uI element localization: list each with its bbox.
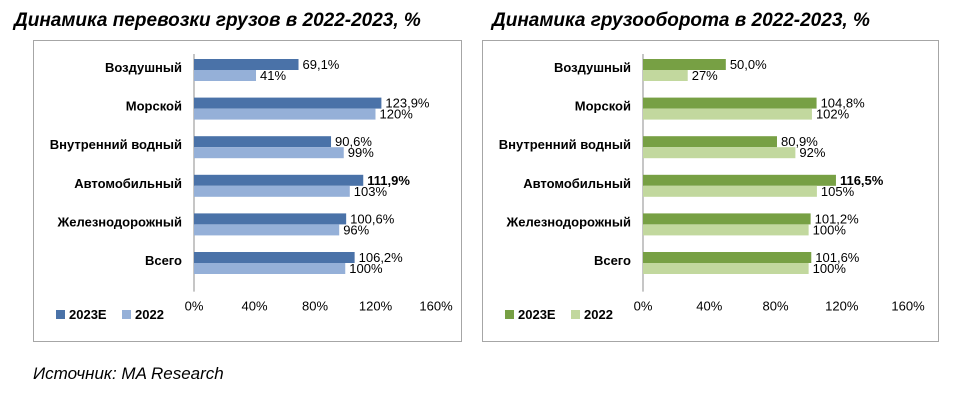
legend-swatch (122, 310, 131, 319)
data-label: 100,6% (350, 211, 395, 226)
bar-series1 (194, 97, 382, 109)
chart-transport: Воздушный 69,1% 41% Морской 123,9% 120% Внутре… (33, 40, 462, 342)
tick-label: 120% (359, 299, 393, 314)
bar-series1 (643, 59, 726, 70)
category-label: Внутренний водный (499, 137, 631, 152)
data-label: 100% (813, 222, 847, 237)
bar-series2 (194, 224, 340, 236)
bar-series2 (194, 263, 346, 274)
chart-turnover-svg: Воздушный 50,0% 27% Морской 104,8%102% Внутре… (499, 54, 925, 322)
bar-series1 (194, 59, 299, 70)
legend-label: 2022 (135, 307, 164, 322)
bar-series2 (643, 263, 809, 274)
data-label: 100% (349, 261, 383, 276)
data-label: 99% (348, 145, 374, 160)
data-label: 80,9% (781, 134, 818, 149)
bar-series1 (194, 174, 364, 186)
tick-label: 0% (185, 299, 204, 314)
data-label: 106,2% (359, 250, 404, 265)
data-label: 96% (343, 222, 369, 237)
category-label: Внутренний водный (50, 137, 182, 152)
bar-series2 (643, 108, 812, 120)
source-note: Источник: MA Research (33, 364, 224, 383)
bar-series2 (194, 70, 257, 81)
category-label: Всего (594, 253, 631, 268)
legend-swatch (56, 310, 65, 319)
data-label: 101,6% (815, 250, 860, 265)
tick-label: 0% (634, 299, 653, 314)
legend-swatch (571, 310, 580, 319)
data-label: 111,9% (367, 173, 410, 188)
data-label: 90,6% (335, 134, 372, 149)
bar-series1 (643, 136, 777, 148)
bar-series1 (194, 213, 347, 225)
category-label: Железнодорожный (506, 214, 631, 229)
data-label: 104,8% (821, 96, 866, 111)
data-label: 116,5% (840, 173, 884, 188)
bar-series2 (643, 70, 688, 81)
bar-series1 (643, 213, 811, 225)
legend-swatch (505, 310, 514, 319)
bar-series1 (194, 252, 355, 263)
data-label: 41% (260, 68, 286, 83)
bar-series2 (643, 224, 809, 236)
category-label: Железнодорожный (57, 214, 182, 229)
bar-series2 (194, 185, 350, 197)
data-label: 105% (821, 184, 855, 199)
chart-turnover: Воздушный 50,0% 27% Морской 104,8% 102% Внутре… (482, 40, 939, 342)
tick-label: 40% (696, 299, 722, 314)
category-label: Автомобильный (523, 176, 631, 191)
chart-title-transport: Динамика перевозки грузов в 2022-2023, % (14, 10, 421, 31)
tick-label: 80% (302, 299, 328, 314)
bar-series2 (194, 108, 376, 120)
bar-series1 (194, 136, 332, 148)
chart-transport-svg: Воздушный 69,1%41%Морской 123,9%120%Внутре… (50, 54, 453, 322)
category-label: Морской (126, 99, 182, 114)
category-label: Всего (145, 253, 182, 268)
data-label: 103% (354, 184, 388, 199)
category-label: Морской (575, 99, 631, 114)
data-label: 123,9% (385, 96, 430, 111)
category-label: Воздушный (554, 60, 631, 75)
category-label: Воздушный (105, 60, 182, 75)
legend-label: 2023Е (69, 307, 107, 322)
chart-title-turnover: Динамика грузооборота в 2022-2023, % (492, 10, 870, 31)
data-label: 120% (380, 107, 414, 122)
legend-label: 2023Е (518, 307, 556, 322)
data-label: 50,0% (730, 57, 767, 72)
tick-label: 120% (825, 299, 859, 314)
data-label: 92% (799, 145, 825, 160)
tick-label: 160% (891, 299, 925, 314)
tick-label: 40% (241, 299, 267, 314)
data-label: 101,2% (815, 211, 860, 226)
data-label: 100% (813, 261, 847, 276)
legend-label: 2022 (584, 307, 613, 322)
bar-series1 (643, 252, 812, 263)
tick-label: 160% (419, 299, 453, 314)
bar-series1 (643, 97, 817, 109)
bar-series2 (643, 185, 817, 197)
bar-series2 (194, 147, 344, 159)
data-label: 69,1% (303, 57, 340, 72)
tick-label: 80% (762, 299, 788, 314)
category-label: Автомобильный (74, 176, 182, 191)
bar-series2 (643, 147, 796, 159)
bar-series1 (643, 174, 836, 186)
data-label: 27% (692, 68, 718, 83)
data-label: 102% (816, 107, 850, 122)
